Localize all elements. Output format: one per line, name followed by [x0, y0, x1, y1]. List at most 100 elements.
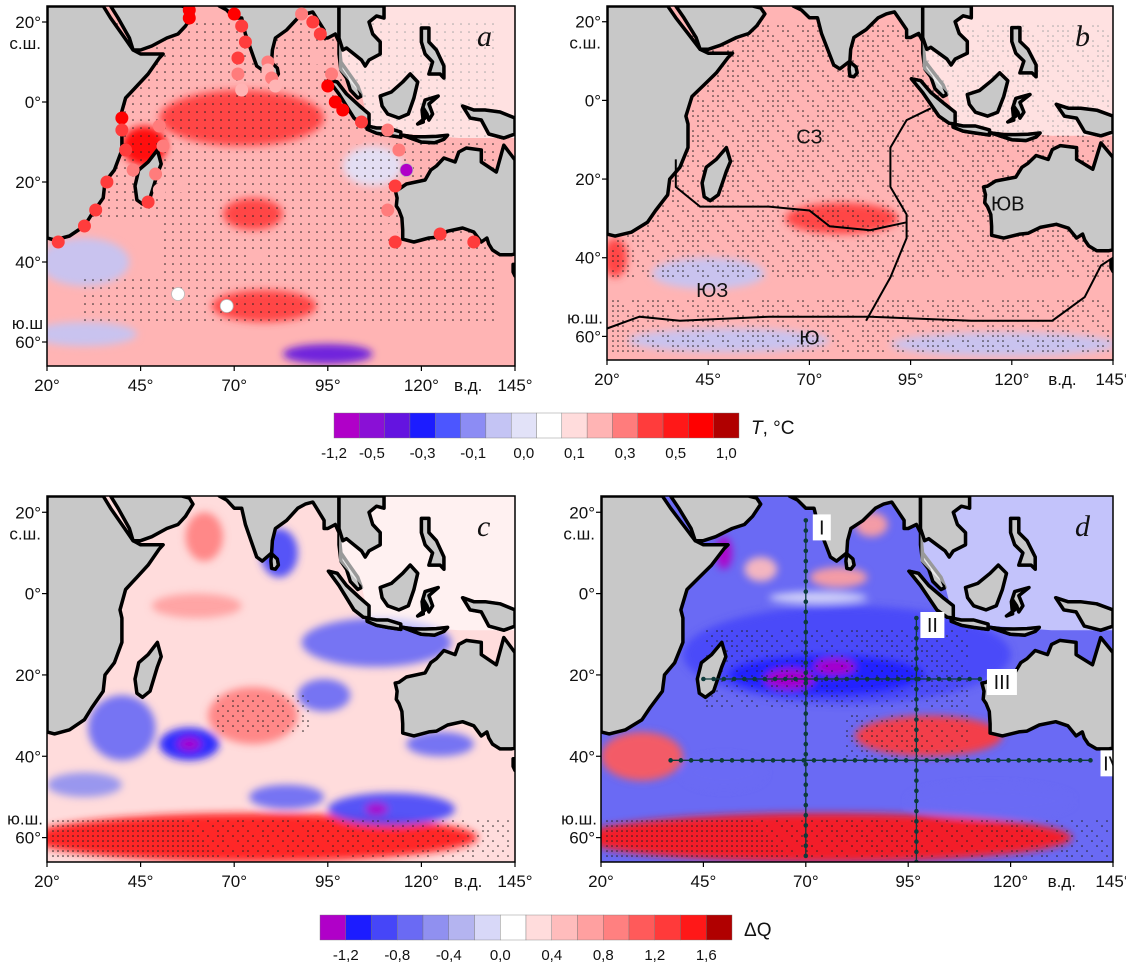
stipple-dot	[927, 235, 929, 237]
stipple-dot	[148, 311, 150, 313]
stipple-dot	[252, 103, 254, 105]
stipple-dot	[897, 30, 899, 32]
stipple-dot	[657, 260, 659, 262]
stipple-dot	[188, 31, 190, 33]
stipple-dot	[276, 63, 278, 65]
stipple-dot	[962, 195, 964, 197]
stipple-dot	[1082, 265, 1084, 267]
stipple-dot	[236, 255, 238, 257]
stipple-dot	[164, 167, 166, 169]
stipple-dot	[792, 60, 794, 62]
stipple-dot	[292, 111, 294, 113]
stipple-dot	[797, 190, 799, 192]
stipple-dot	[772, 145, 774, 147]
stipple-dot	[847, 85, 849, 87]
stipple-dot	[782, 110, 784, 112]
stipple-dot	[867, 190, 869, 192]
stipple-dot	[912, 200, 914, 202]
stipple-dot	[276, 231, 278, 233]
stipple-dot	[682, 230, 684, 232]
stipple-dot	[747, 75, 749, 77]
stipple-dot	[300, 79, 302, 81]
stipple-dot	[887, 215, 889, 217]
stipple-dot	[802, 215, 804, 217]
stipple-dot	[252, 119, 254, 121]
stipple-dot	[236, 247, 238, 249]
stipple-dot	[712, 215, 714, 217]
stipple-dot	[727, 45, 729, 47]
stipple-dot	[832, 150, 834, 152]
stipple-dot	[847, 190, 849, 192]
stipple-dot	[997, 165, 999, 167]
stipple-dot	[817, 220, 819, 222]
stipple-dot	[942, 150, 944, 152]
stipple-dot	[356, 183, 358, 185]
stipple-dot	[1062, 240, 1064, 242]
stipple-dot	[952, 225, 954, 227]
stipple-dot	[882, 40, 884, 42]
stipple-dot	[917, 60, 919, 62]
stipple-dot	[332, 63, 334, 65]
stipple-dot	[492, 271, 494, 273]
stipple-dot	[797, 65, 799, 67]
stipple-dot	[292, 47, 294, 49]
stipple-dot	[116, 287, 118, 289]
stipple-dot	[737, 65, 739, 67]
stipple-dot	[737, 40, 739, 42]
stipple-dot	[300, 111, 302, 113]
stipple-dot	[324, 231, 326, 233]
stipple-dot	[982, 230, 984, 232]
stipple-dot	[356, 295, 358, 297]
stipple-dot	[276, 255, 278, 257]
stipple-dot	[827, 100, 829, 102]
stipple-dot	[388, 287, 390, 289]
stipple-dot	[308, 215, 310, 217]
stipple-dot	[957, 265, 959, 267]
stipple-dot	[757, 170, 759, 172]
stipple-dot	[140, 287, 142, 289]
stipple-dot	[837, 170, 839, 172]
stipple-dot	[672, 190, 674, 192]
stipple-dot	[116, 175, 118, 177]
stipple-dot	[372, 175, 374, 177]
stipple-dot	[802, 95, 804, 97]
stipple-dot	[927, 230, 929, 232]
stipple-dot	[752, 135, 754, 137]
stipple-dot	[957, 185, 959, 187]
stipple-dot	[812, 190, 814, 192]
stipple-dot	[156, 303, 158, 305]
stipple-dot	[822, 215, 824, 217]
stipple-dot	[837, 190, 839, 192]
stipple-dot	[857, 255, 859, 257]
stipple-dot	[862, 220, 864, 222]
stipple-dot	[637, 235, 639, 237]
stipple-dot	[872, 60, 874, 62]
stipple-dot	[867, 120, 869, 122]
stipple-dot	[324, 319, 326, 321]
stipple-dot	[892, 155, 894, 157]
stipple-dot	[762, 235, 764, 237]
stipple-dot	[762, 215, 764, 217]
stipple-dot	[762, 220, 764, 222]
stipple-dot	[404, 143, 406, 145]
stipple-dot	[797, 215, 799, 217]
stipple-dot	[687, 210, 689, 212]
stipple-dot	[807, 60, 809, 62]
stipple-dot	[212, 103, 214, 105]
stipple-dot	[852, 210, 854, 212]
stipple-dot	[877, 215, 879, 217]
stipple-dot	[260, 303, 262, 305]
stipple-dot	[340, 151, 342, 153]
stipple-dot	[772, 115, 774, 117]
stipple-dot	[412, 287, 414, 289]
stipple-dot	[762, 40, 764, 42]
stipple-dot	[292, 263, 294, 265]
stipple-dot	[792, 165, 794, 167]
stipple-dot	[937, 240, 939, 242]
stipple-dot	[452, 319, 454, 321]
stipple-dot	[882, 185, 884, 187]
stipple-dot	[316, 199, 318, 201]
stipple-dot	[164, 87, 166, 89]
stipple-dot	[752, 100, 754, 102]
stipple-dot	[396, 271, 398, 273]
